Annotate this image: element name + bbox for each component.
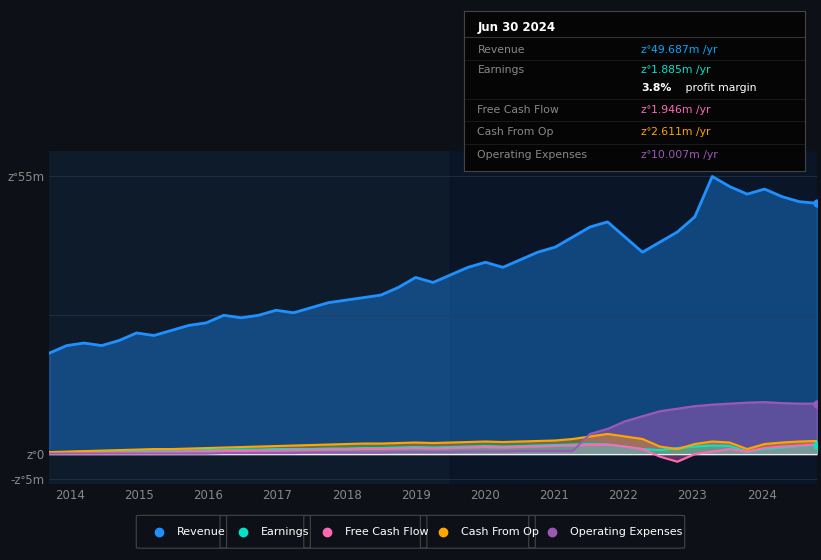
Text: Cash From Op: Cash From Op	[461, 527, 539, 537]
Text: Free Cash Flow: Free Cash Flow	[478, 105, 559, 115]
Text: Jun 30 2024: Jun 30 2024	[478, 21, 556, 34]
Text: Cash From Op: Cash From Op	[478, 128, 554, 138]
Text: Operating Expenses: Operating Expenses	[478, 150, 588, 160]
Text: Earnings: Earnings	[261, 527, 310, 537]
Text: Revenue: Revenue	[177, 527, 226, 537]
Bar	[451, 151, 817, 484]
Text: profit margin: profit margin	[682, 83, 756, 93]
Text: zᐤ49.687m /yr: zᐤ49.687m /yr	[641, 44, 718, 54]
Text: Earnings: Earnings	[478, 66, 525, 75]
Text: zᐤ1.885m /yr: zᐤ1.885m /yr	[641, 66, 710, 75]
Text: Operating Expenses: Operating Expenses	[570, 527, 682, 537]
Text: 3.8%: 3.8%	[641, 83, 672, 93]
Text: Revenue: Revenue	[478, 44, 525, 54]
Text: zᐤ1.946m /yr: zᐤ1.946m /yr	[641, 105, 710, 115]
Text: Free Cash Flow: Free Cash Flow	[345, 527, 429, 537]
Text: zᐤ2.611m /yr: zᐤ2.611m /yr	[641, 128, 710, 138]
Text: zᐤ10.007m /yr: zᐤ10.007m /yr	[641, 150, 718, 160]
